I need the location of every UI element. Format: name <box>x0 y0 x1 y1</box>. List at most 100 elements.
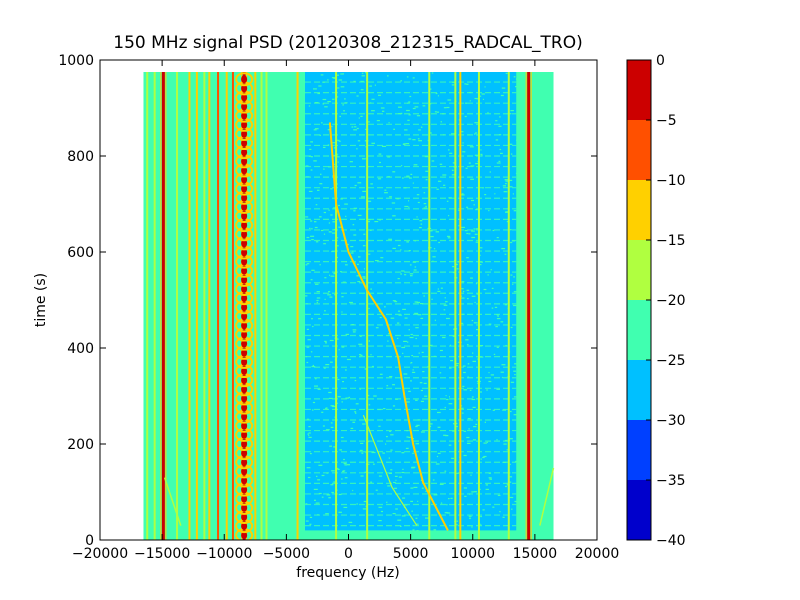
speckle <box>449 396 450 398</box>
speckle <box>476 329 480 331</box>
speckle <box>392 405 396 407</box>
speckle <box>453 423 455 425</box>
speckle <box>496 237 499 239</box>
speckle <box>383 408 386 410</box>
speckle <box>357 214 362 216</box>
speckle <box>360 475 364 477</box>
speckle <box>386 501 388 503</box>
speckle <box>461 281 465 283</box>
beat-core <box>241 449 248 458</box>
speckle <box>371 142 375 144</box>
speckle <box>312 409 314 411</box>
speckle <box>421 487 424 489</box>
speckle <box>343 110 345 112</box>
beat-core <box>241 221 248 230</box>
speckle <box>445 395 447 397</box>
speckle <box>318 318 322 320</box>
speckle <box>508 186 513 188</box>
speckle <box>429 423 433 425</box>
speckle <box>370 183 373 185</box>
speckle <box>352 421 356 423</box>
speckle <box>414 301 418 303</box>
speckle <box>344 98 346 100</box>
speckle <box>352 489 354 492</box>
speckle <box>510 153 513 155</box>
speckle <box>380 107 385 109</box>
speckle <box>496 439 498 441</box>
speckle <box>371 365 374 368</box>
speckle <box>479 264 482 266</box>
speckle <box>467 344 469 346</box>
speckle <box>316 297 321 299</box>
colorbar-tick-label: −30 <box>656 413 686 429</box>
speckle <box>338 493 342 496</box>
speckle <box>339 449 342 451</box>
speckle <box>314 499 316 501</box>
speckle <box>362 508 366 510</box>
speckle <box>472 439 476 441</box>
speckle <box>397 337 399 339</box>
speckle <box>313 488 318 490</box>
beat-core <box>241 503 248 512</box>
speckle <box>467 298 469 300</box>
speckle <box>471 319 474 322</box>
speckle <box>323 168 325 170</box>
speckle <box>409 264 412 266</box>
beat-core <box>241 175 248 184</box>
speckle <box>407 341 409 343</box>
speckle <box>311 228 313 230</box>
speckle <box>384 306 386 308</box>
speckle <box>371 98 375 100</box>
speckle <box>452 335 456 337</box>
speckle <box>410 362 413 364</box>
speckle <box>434 319 436 321</box>
speckle <box>319 134 321 136</box>
y-axis: 0 200 400 600 800 1000 <box>58 53 597 549</box>
speckle <box>402 497 406 499</box>
speckle <box>451 133 455 135</box>
speckle <box>345 333 349 335</box>
speckle <box>390 469 393 471</box>
speckle <box>356 95 359 97</box>
speckle <box>408 114 411 116</box>
speckle <box>392 300 396 302</box>
speckle <box>469 389 472 391</box>
speckle <box>513 414 518 416</box>
speckle <box>488 380 492 383</box>
speckle <box>509 463 511 465</box>
speckle <box>487 274 489 276</box>
speckle <box>357 281 361 283</box>
speckle <box>311 318 313 320</box>
speckle <box>410 487 414 489</box>
speckle <box>377 178 382 180</box>
speckle <box>337 396 341 398</box>
speckle <box>359 335 362 337</box>
speckle <box>431 160 435 162</box>
speckle <box>471 230 475 232</box>
speckle <box>443 434 447 436</box>
speckle <box>328 209 330 211</box>
speckle <box>438 180 442 182</box>
speckle <box>460 194 465 196</box>
speckle <box>325 342 327 344</box>
y-axis-label: time (s) <box>33 273 49 327</box>
beat-core <box>241 458 248 467</box>
speckle <box>388 457 390 459</box>
speckle <box>471 491 474 493</box>
speckle <box>447 99 452 101</box>
speckle <box>514 363 518 365</box>
speckle <box>338 349 340 351</box>
speckle <box>496 318 501 320</box>
speckle <box>431 72 434 74</box>
speckle <box>417 419 421 421</box>
speckle <box>416 301 420 303</box>
speckle <box>390 449 393 451</box>
beat-core <box>241 467 248 476</box>
speckle <box>468 233 471 235</box>
speckle <box>369 85 372 87</box>
speckle <box>410 500 413 502</box>
speckle <box>466 436 470 439</box>
speckle <box>498 134 502 136</box>
speckle <box>324 310 326 312</box>
speckle <box>484 86 486 88</box>
